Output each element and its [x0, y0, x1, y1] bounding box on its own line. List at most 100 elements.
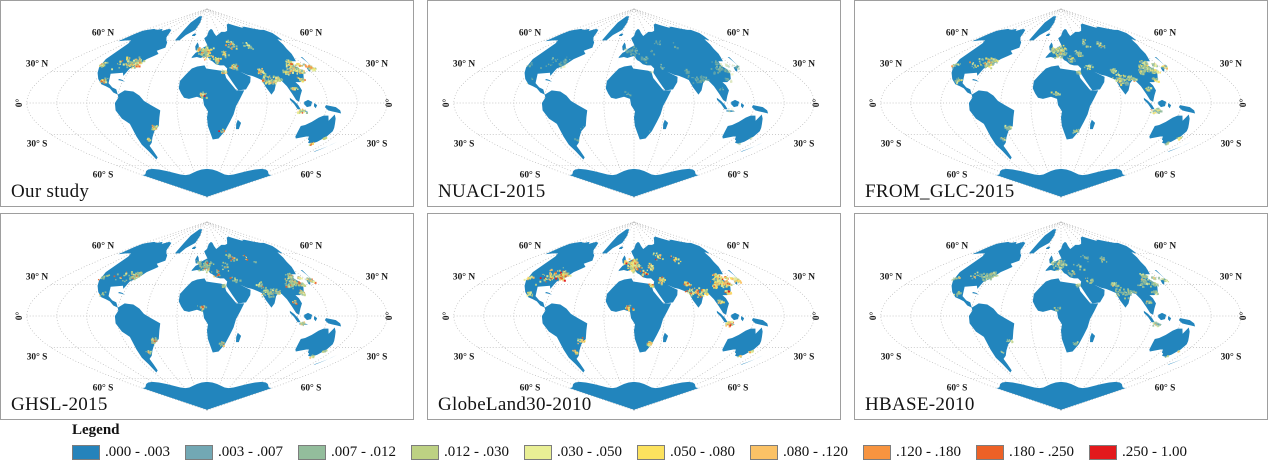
legend-swatch	[411, 444, 439, 460]
graticule-label: 60° N	[727, 27, 749, 38]
panel-label-our-study: Our study	[11, 181, 90, 202]
graticule-label: 30° N	[793, 59, 815, 70]
map-grid: 60° N 60° N 30° N 30° N 0° 0° 30° S 30° S 60° S 6…	[0, 0, 1268, 420]
legend-title: Legend	[72, 422, 120, 438]
legend-item: .180 - .250	[976, 444, 1074, 461]
graticule-labels: 60° N 60° N 30° N 30° N 0° 0° 30° S 30° S 60° S 6…	[441, 27, 822, 180]
graticule-label: 0°	[14, 99, 25, 108]
graticule-label: 60° N	[92, 27, 114, 38]
graticule-label: 0°	[1238, 312, 1249, 321]
graticule-label: 60° N	[300, 240, 322, 251]
graticule-label: 30° S	[1221, 351, 1242, 362]
legend-label: .250 - 1.00	[1122, 443, 1187, 460]
urban-speckles	[99, 39, 328, 146]
graticule-label: 0°	[868, 312, 879, 321]
graticule-label: 30° N	[793, 272, 815, 283]
graticule-label: 60° S	[520, 383, 541, 394]
legend-item: .000 - .003	[72, 444, 170, 461]
map-panel-from-glc-2015: 60° N 60° N 30° N 30° N 0° 0° 30° S 30° S 60° S 6…	[854, 0, 1268, 207]
legend-label: .050 - .080	[670, 443, 735, 460]
urban-speckles	[951, 38, 1184, 146]
panel-label-nuaci-2015: NUACI-2015	[438, 181, 546, 202]
graticule-label: 30° S	[881, 351, 902, 362]
graticule-label: 60° N	[946, 240, 968, 251]
graticule-label: 60° N	[727, 240, 749, 251]
graticule-label: 0°	[384, 312, 395, 321]
graticule-label: 30° S	[794, 138, 815, 149]
graticule-label: 60° N	[300, 27, 322, 38]
legend-item: .050 - .080	[637, 444, 735, 461]
graticule-label: 30° S	[1221, 138, 1242, 149]
map-panel-globeland30-2010: 60° N 60° N 30° N 30° N 0° 0° 30° S 30° S 60° S 6…	[427, 213, 841, 420]
graticule-label: 30° S	[454, 138, 475, 149]
world-map-from-glc-2015: 60° N 60° N 30° N 30° N 0° 0° 30° S 30° S 60° S 6…	[868, 8, 1249, 198]
graticule-label: 30° N	[1220, 272, 1242, 283]
legend-label: .012 - .030	[444, 443, 509, 460]
graticule-label: 30° N	[26, 272, 48, 283]
legend-items: .000 - .003 .003 - .007 .007 - .012 .012 - …	[72, 444, 1187, 461]
graticule-label: 60° N	[92, 240, 114, 251]
graticule-label: 60° S	[728, 170, 749, 181]
legend-swatch	[298, 444, 326, 460]
graticule-label: 0°	[868, 99, 879, 108]
graticule-label: 30° N	[880, 272, 902, 283]
graticule-label: 30° N	[453, 272, 475, 283]
graticule-label: 60° S	[947, 383, 968, 394]
legend-item: .120 - .180	[863, 444, 961, 461]
world-map-globeland30-2010: 60° N 60° N 30° N 30° N 0° 0° 30° S 30° S 60° S 6…	[441, 221, 822, 411]
graticule-label: 60° S	[1155, 383, 1176, 394]
legend-item: .080 - .120	[750, 444, 848, 461]
world-map-ghsl-2015: 60° N 60° N 30° N 30° N 0° 0° 30° S 30° S 60° S 6…	[14, 221, 395, 411]
graticule-label: 30° N	[453, 59, 475, 70]
graticule-label: 30° S	[27, 138, 48, 149]
legend-swatch	[524, 444, 552, 460]
graticule-label: 60° N	[519, 240, 541, 251]
urban-speckles	[97, 250, 328, 359]
map-panel-nuaci-2015: 60° N 60° N 30° N 30° N 0° 0° 30° S 30° S 60° S 6…	[427, 0, 841, 207]
graticule-label: 0°	[1238, 99, 1249, 108]
graticule-labels: 60° N 60° N 30° N 30° N 0° 0° 30° S 30° S 60° S 6…	[868, 240, 1249, 393]
graticule-label: 0°	[14, 312, 25, 321]
continents	[951, 229, 1196, 410]
legend-label: .000 - .003	[105, 443, 170, 460]
graticule-label: 0°	[441, 99, 452, 108]
legend-label: .120 - .180	[896, 443, 961, 460]
legend-swatch	[637, 444, 665, 460]
panel-label-from-glc-2015: FROM_GLC-2015	[865, 181, 1015, 202]
legend-label: .180 - .250	[1009, 443, 1074, 460]
legend-swatch	[72, 444, 100, 460]
graticule-label: 60° S	[93, 383, 114, 394]
graticule-label: 60° S	[1155, 170, 1176, 181]
legend-item: .012 - .030	[411, 444, 509, 461]
map-panel-hbase-2010: 60° N 60° N 30° N 30° N 0° 0° 30° S 30° S 60° S 6…	[854, 213, 1268, 420]
continents	[524, 229, 769, 410]
panel-label-hbase-2010: HBASE-2010	[865, 394, 975, 415]
legend-label: .080 - .120	[783, 443, 848, 460]
legend-label: .030 - .050	[557, 443, 622, 460]
graticule-label: 60° N	[1154, 240, 1176, 251]
graticule-labels: 60° N 60° N 30° N 30° N 0° 0° 30° S 30° S 60° S 6…	[14, 240, 395, 393]
graticule-label: 0°	[384, 99, 395, 108]
graticule-label: 30° N	[366, 59, 388, 70]
legend: Legend .000 - .003 .003 - .007 .007 - .012…	[72, 422, 1187, 461]
legend-item: .250 - 1.00	[1089, 444, 1187, 461]
graticule-label: 30° S	[794, 351, 815, 362]
graticule-label: 60° N	[946, 27, 968, 38]
graticule-label: 30° S	[367, 351, 388, 362]
legend-label: .007 - .012	[331, 443, 396, 460]
graticule-label: 60° N	[1154, 27, 1176, 38]
graticule-label: 30° N	[366, 272, 388, 283]
legend-item: .007 - .012	[298, 444, 396, 461]
graticule-label: 30° N	[26, 59, 48, 70]
legend-swatch	[976, 444, 1004, 460]
world-map-nuaci-2015: 60° N 60° N 30° N 30° N 0° 0° 30° S 30° S 60° S 6…	[441, 8, 822, 198]
graticule-label: 60° S	[93, 170, 114, 181]
graticule-label: 30° S	[27, 351, 48, 362]
graticule-label: 0°	[811, 312, 822, 321]
graticule-labels: 60° N 60° N 30° N 30° N 0° 0° 30° S 30° S 60° S 6…	[14, 27, 395, 180]
panel-label-ghsl-2015: GHSL-2015	[11, 394, 108, 415]
continents	[524, 16, 769, 197]
graticule-label: 30° S	[881, 138, 902, 149]
graticule-label: 60° S	[520, 170, 541, 181]
